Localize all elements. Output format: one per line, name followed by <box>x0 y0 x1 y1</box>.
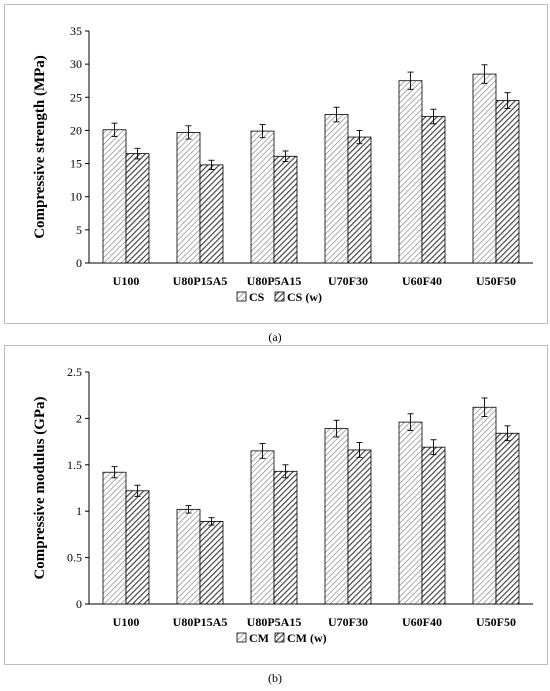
error-bar <box>356 442 363 458</box>
bar <box>176 132 201 264</box>
y-tick-label: 15 <box>70 157 82 171</box>
error-bar <box>185 125 192 140</box>
error-bar <box>208 517 215 526</box>
y-tick-label: 2.5 <box>67 365 82 379</box>
error-bar <box>282 464 289 479</box>
error-bar <box>504 92 511 110</box>
y-tick-label: 10 <box>70 190 82 204</box>
error-bar <box>111 122 118 137</box>
x-tick-label: U70F30 <box>328 615 368 629</box>
legend-swatch <box>274 632 285 643</box>
caption-b: (b) <box>268 671 282 685</box>
x-tick-label: U100 <box>113 274 140 288</box>
bar <box>472 73 497 264</box>
bar <box>273 155 298 264</box>
error-bar <box>282 150 289 163</box>
error-bar <box>504 425 511 442</box>
error-bar <box>134 147 141 160</box>
bar <box>495 100 520 264</box>
bar <box>472 406 497 605</box>
x-tick-label: U60F40 <box>402 615 442 629</box>
legend-label: CM <box>249 631 269 645</box>
x-tick-label: U50F50 <box>476 615 516 629</box>
error-bar <box>481 397 488 417</box>
bar <box>398 80 423 264</box>
x-tick-label: U50F50 <box>476 274 516 288</box>
y-tick-label: 2 <box>76 411 82 425</box>
x-tick-label: U80P15A5 <box>173 274 228 288</box>
y-axis-label: Compressive modulus (GPa) <box>32 396 48 579</box>
bar <box>125 490 150 605</box>
y-tick-label: 1 <box>76 504 82 518</box>
bar <box>421 116 446 264</box>
bar <box>273 470 298 605</box>
bar <box>421 446 446 605</box>
y-tick-label: 0 <box>76 597 82 611</box>
bar <box>102 471 127 605</box>
bar <box>398 421 423 605</box>
compressive-strength-chart: 0 5 10 15 20 25 30 35 Compressive strength (MPa)… <box>32 24 533 304</box>
error-bar <box>259 443 266 459</box>
y-tick-label: 25 <box>70 90 82 104</box>
caption-a: (a) <box>268 330 282 344</box>
error-bar <box>407 413 414 431</box>
y-tick-label: 20 <box>70 123 82 137</box>
chart-panel-a: 0 5 10 15 20 25 30 35 Compressive strength (MPa)… <box>4 4 548 324</box>
bar <box>324 428 349 605</box>
legend-label: CS (w) <box>287 290 322 304</box>
y-tick-label: 0.5 <box>67 551 82 565</box>
error-bar <box>185 505 192 514</box>
bar <box>347 449 372 605</box>
x-tick-label: U60F40 <box>402 274 442 288</box>
legend-swatch <box>274 291 285 302</box>
error-bar <box>111 466 118 479</box>
y-tick-label: 30 <box>70 57 82 71</box>
legend-label: CS <box>249 290 265 304</box>
x-tick-label: U70F30 <box>328 274 368 288</box>
error-bar <box>430 108 437 125</box>
legend-swatch <box>236 632 247 643</box>
x-tick-label: U100 <box>113 615 140 629</box>
bar <box>324 114 349 264</box>
bar <box>102 129 127 264</box>
error-bar <box>134 484 141 497</box>
bar <box>176 508 201 605</box>
bar <box>250 130 275 264</box>
error-bar <box>208 159 215 170</box>
error-bar <box>356 129 363 145</box>
y-tick-label: 1.5 <box>67 458 82 472</box>
bar <box>199 164 224 264</box>
error-bar <box>333 106 340 123</box>
error-bar <box>407 71 414 90</box>
x-tick-label: U80P5A15 <box>247 615 302 629</box>
bar <box>347 136 372 264</box>
y-tick-label: 5 <box>76 223 82 237</box>
x-tick-label: U80P5A15 <box>247 274 302 288</box>
error-bar <box>259 124 266 139</box>
legend-label: CM (w) <box>287 631 327 645</box>
y-tick-label: 0 <box>76 256 82 270</box>
bar <box>199 521 224 605</box>
error-bar <box>430 439 437 456</box>
compressive-modulus-chart: 0 0.5 1 1.5 2 2.5 Compressive modulus (GPa) U10… <box>32 365 533 645</box>
legend-swatch <box>236 291 247 302</box>
bar <box>250 450 275 605</box>
x-tick-label: U80P15A5 <box>173 615 228 629</box>
y-axis-label: Compressive strength (MPa) <box>32 55 48 239</box>
legend: CS CS (w) <box>236 290 322 304</box>
chart-panel-b: 0 0.5 1 1.5 2 2.5 Compressive modulus (GPa) U10… <box>4 345 548 665</box>
bar <box>495 432 520 605</box>
error-bar <box>481 64 488 84</box>
y-tick-label: 35 <box>70 24 82 38</box>
bar <box>125 153 150 264</box>
legend: CM CM (w) <box>236 631 327 645</box>
error-bar <box>333 419 340 438</box>
